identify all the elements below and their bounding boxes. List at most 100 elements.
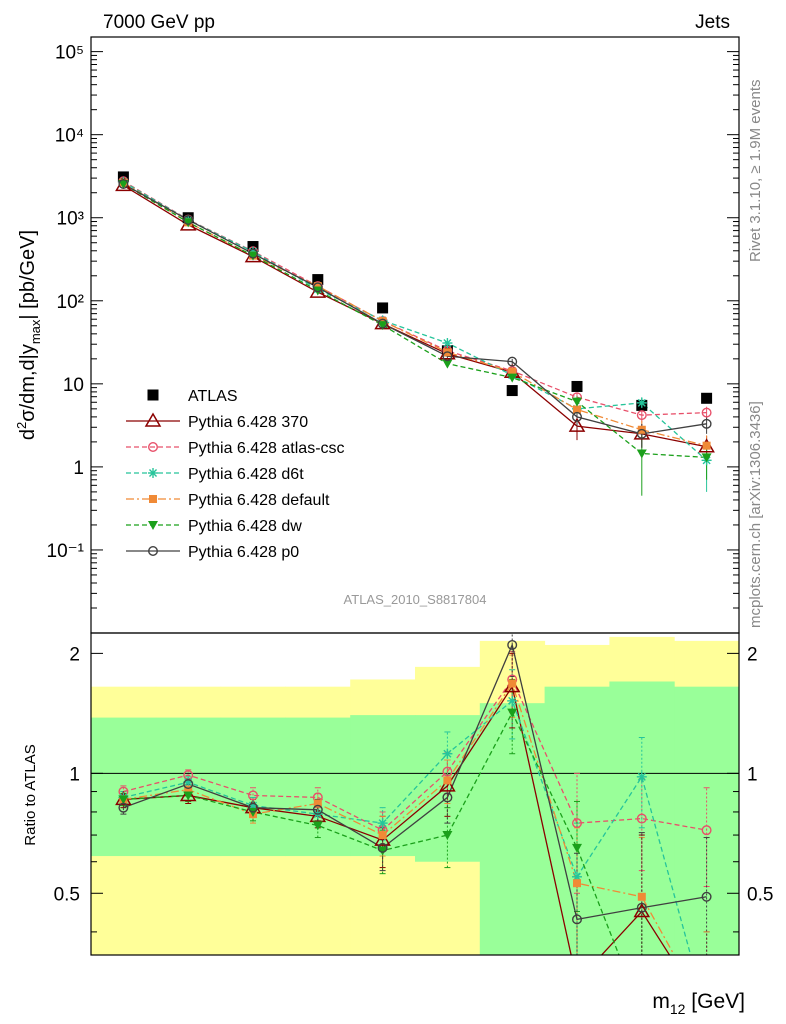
data-point (636, 410, 647, 421)
data-point (442, 338, 453, 349)
main-series-lines (123, 180, 708, 461)
ratio-point (118, 795, 129, 805)
ratio-point (439, 777, 456, 792)
legend-marker (149, 495, 157, 503)
data-point (636, 428, 647, 439)
y-tick-label: 10³ (57, 209, 84, 230)
ratio-y-tick-label-left: 0.5 (54, 884, 80, 905)
header-right-label: Jets (695, 12, 730, 33)
data-point (572, 411, 583, 422)
ratio-point (118, 802, 129, 813)
ratio-point (313, 799, 322, 808)
data-point (312, 274, 324, 286)
data-point (507, 356, 518, 367)
legend-item: Pythia 6.428 370 (126, 412, 308, 431)
ratio-point (247, 802, 258, 813)
series-line-1 (123, 184, 707, 448)
data-point (701, 407, 712, 418)
ratio-point (442, 831, 453, 841)
ratio-point (312, 804, 323, 815)
ratio-y-tick-labels: 0.5 0.5 1 1 2 2 (54, 644, 774, 905)
band-1sigma (220, 717, 286, 857)
ratio-point (572, 818, 583, 829)
ratio-point (377, 846, 388, 856)
ratio-point (378, 831, 387, 840)
data-point (701, 453, 712, 463)
y-tick-label: 10⁴ (55, 126, 84, 147)
data-point (636, 449, 647, 459)
legend-marker (147, 442, 158, 453)
legend-label: Pythia 6.428 dw (188, 518, 302, 535)
data-point (507, 373, 518, 383)
data-point (309, 283, 327, 298)
data-point (568, 417, 586, 432)
ratio-point (312, 821, 323, 831)
ratio-panel: 0.5 0.5 1 1 2 2 Ratio to ATLAS (22, 632, 774, 1018)
data-point (118, 178, 129, 189)
ratio-series-markers (115, 639, 712, 1018)
legend-item: Pythia 6.428 default (126, 492, 330, 509)
ratio-point (636, 771, 647, 782)
y-tick-label: 10⁵ (55, 43, 84, 64)
main-axis-ticks (91, 51, 739, 634)
header-left-label: 7000 GeV pp (103, 12, 215, 33)
data-point (701, 392, 713, 404)
data-point (506, 385, 518, 397)
data-point (377, 318, 388, 329)
ratio-axis-ticks (91, 652, 739, 933)
main-series-markers (115, 171, 715, 466)
ratio-point (637, 1009, 647, 1018)
ratio-line-3 (123, 682, 675, 955)
legend-label: Pythia 6.428 default (188, 492, 330, 509)
ratio-point (183, 779, 194, 790)
ratio-y-tick-label-left: 1 (69, 764, 80, 785)
legend-marker (148, 521, 158, 530)
ratio-point (443, 776, 452, 785)
data-point (636, 397, 647, 408)
legend-marker (147, 546, 158, 557)
y-tick-label: 10⁻¹ (47, 541, 85, 562)
data-point (248, 251, 258, 261)
data-point (247, 248, 258, 259)
data-point (312, 282, 323, 293)
legend-marker (144, 412, 162, 427)
ratio-point (573, 879, 581, 888)
data-point (377, 321, 388, 331)
side-text-mcplots: mcplots.cern.ch [arXiv:1306.3436] (747, 401, 764, 628)
ratio-point (507, 695, 518, 706)
ratio-point (442, 766, 453, 777)
ratio-series-lines (123, 642, 707, 955)
data-point (183, 214, 194, 225)
legend-marker (148, 468, 158, 478)
series-line-5 (123, 183, 707, 459)
ratio-line-1 (123, 678, 707, 831)
ratio-line-2 (123, 699, 692, 955)
ratio-point (247, 790, 258, 801)
legend-item: ATLAS (147, 388, 238, 405)
legend-marker (147, 389, 159, 401)
data-point (378, 317, 387, 326)
ratio-y-tick-label-left: 2 (69, 644, 80, 665)
ratio-point (636, 902, 647, 913)
data-point (572, 397, 582, 407)
ratio-point (507, 708, 518, 718)
legend-item: Pythia 6.428 dw (126, 518, 302, 535)
ratio-point (507, 639, 518, 650)
data-point (183, 218, 194, 228)
ratio-point (442, 792, 453, 803)
ratio-point (572, 914, 583, 925)
ratio-point (636, 813, 647, 824)
main-y-tick-labels: 10⁻¹ 1 10 10² 10³ 10⁴ 10⁵ (47, 43, 85, 562)
data-point (442, 351, 453, 362)
series-line-6 (123, 183, 707, 435)
ratio-y-tick-label-right: 0.5 (747, 884, 773, 905)
data-point (118, 179, 129, 189)
ratio-point (637, 892, 646, 901)
ratio-y-axis-label: Ratio to ATLAS (22, 744, 39, 845)
ratio-point (377, 842, 388, 853)
legend: ATLAS Pythia 6.428 370 Pythia 6.428 atlas-… (126, 388, 345, 561)
ratio-point (570, 975, 584, 987)
y-tick-label: 1 (73, 458, 84, 479)
legend-label: Pythia 6.428 atlas-csc (188, 440, 345, 457)
